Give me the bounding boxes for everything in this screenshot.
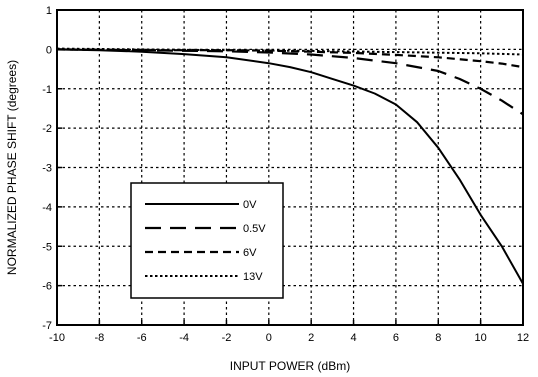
y-tick-label: -2 xyxy=(42,123,52,135)
x-tick-label: 2 xyxy=(308,332,314,344)
series-line-0.5V xyxy=(56,48,524,116)
x-tick-label: -6 xyxy=(137,332,147,344)
x-tick-label: 10 xyxy=(475,332,487,344)
x-axis-title: INPUT POWER (dBm) xyxy=(230,359,350,373)
y-tick-label: -5 xyxy=(42,241,52,253)
legend-box xyxy=(130,182,284,299)
x-tick-label: -8 xyxy=(94,332,104,344)
x-tick-label: 8 xyxy=(435,332,441,344)
y-axis-title: NORMALIZED PHASE SHIFT (degrees) xyxy=(5,60,19,275)
y-tick-label: 0 xyxy=(46,44,52,56)
x-tick-label: 0 xyxy=(266,332,272,344)
x-tick-label: -2 xyxy=(222,332,232,344)
legend-label: 0V xyxy=(243,199,257,211)
legend-label: 13V xyxy=(243,271,263,283)
y-tick-label: -7 xyxy=(42,320,52,332)
x-tick-label: -4 xyxy=(179,332,189,344)
y-tick-label: -1 xyxy=(42,84,52,96)
legend-label: 6V xyxy=(243,247,257,259)
x-tick-label: 4 xyxy=(350,332,356,344)
x-tick-label: 12 xyxy=(517,332,529,344)
y-tick-label: 1 xyxy=(46,5,52,17)
y-tick-label: -6 xyxy=(42,281,52,293)
series-line-0V xyxy=(56,48,524,285)
x-tick-label: -10 xyxy=(49,332,65,344)
y-tick-label: -4 xyxy=(42,202,52,214)
legend: 0V 0.5V 6V 13V xyxy=(130,182,284,299)
data-lines xyxy=(56,47,524,285)
x-tick-label: 6 xyxy=(393,332,399,344)
legend-label: 0.5V xyxy=(243,223,266,235)
series-line-6V xyxy=(56,48,524,69)
y-tick-label: -3 xyxy=(42,163,52,175)
grid xyxy=(57,10,523,325)
